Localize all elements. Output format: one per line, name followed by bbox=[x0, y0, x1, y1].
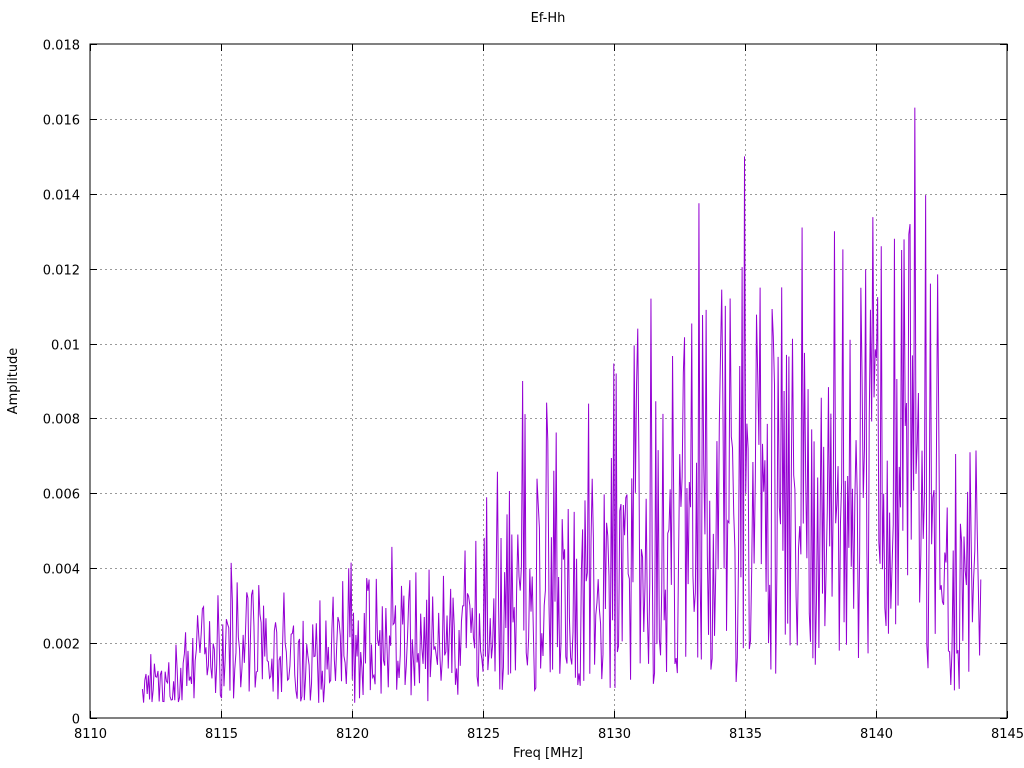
x-tick-label: 8110 bbox=[74, 727, 107, 742]
y-tick-label: 0.018 bbox=[43, 39, 80, 54]
y-tick-label: 0.006 bbox=[43, 488, 80, 503]
x-tick-label: 8145 bbox=[991, 727, 1024, 742]
y-tick-label: 0 bbox=[72, 713, 80, 728]
x-tick-label: 8135 bbox=[729, 727, 762, 742]
chart-title: Ef-Hh bbox=[531, 11, 566, 26]
y-tick-label: 0.004 bbox=[43, 563, 80, 578]
y-tick-label: 0.01 bbox=[51, 339, 80, 354]
y-tick-label: 0.002 bbox=[43, 638, 80, 653]
x-tick-label: 8125 bbox=[467, 727, 500, 742]
x-tick-label: 8140 bbox=[860, 727, 893, 742]
y-axis-tick-labels: 0 0.002 0.004 0.006 0.008 0.01 0.012 0.014 0.016… bbox=[43, 39, 80, 728]
x-axis-tick-labels: 8110 8115 8120 8125 8130 8135 8140 8145 bbox=[74, 727, 1024, 742]
x-tick-label: 8120 bbox=[336, 727, 369, 742]
series-line-ef-hh bbox=[141, 107, 982, 703]
plot-area-border bbox=[89, 43, 1008, 719]
data-series-layer bbox=[141, 107, 982, 703]
y-tick-label: 0.008 bbox=[43, 413, 80, 428]
x-tick-label: 8130 bbox=[598, 727, 631, 742]
y-tick-label: 0.014 bbox=[43, 189, 80, 204]
y-tick-label: 0.016 bbox=[43, 114, 80, 129]
y-axis-title: Amplitude bbox=[6, 348, 21, 415]
y-tick-label: 0.012 bbox=[43, 264, 80, 279]
x-tick-label: 8115 bbox=[205, 727, 238, 742]
x-axis-title: Freq [MHz] bbox=[513, 746, 583, 761]
